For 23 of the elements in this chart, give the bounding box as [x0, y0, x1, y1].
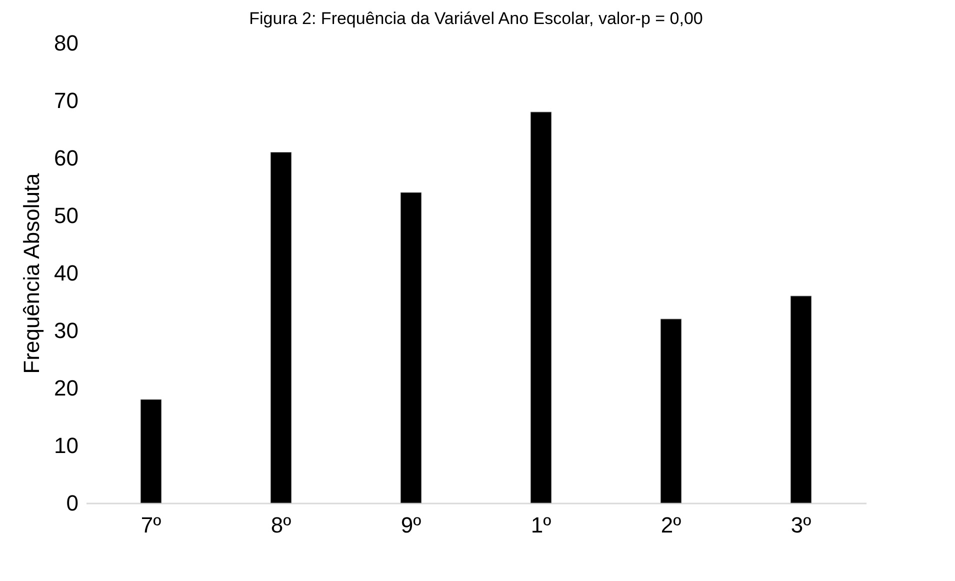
x-tick-label: 3º [790, 512, 812, 538]
bar [790, 296, 812, 504]
bar [400, 192, 422, 504]
x-tick-label: 2º [660, 512, 682, 538]
y-tick-label: 40 [54, 260, 78, 286]
y-tick-label: 0 [66, 490, 78, 516]
y-tick-label: 50 [54, 203, 78, 228]
bar [530, 112, 552, 504]
y-tick-label: 20 [54, 376, 78, 400]
bar [140, 399, 162, 504]
x-tick-label: 9º [400, 512, 422, 538]
x-tick-label: 1º [530, 512, 552, 538]
chart-title: Figura 2: Frequência da Variável Ano Escolar, valor-p = 0,00 [249, 9, 703, 28]
bar [270, 152, 292, 504]
x-tick-label: 7º [140, 512, 162, 538]
y-tick-label: 10 [54, 433, 78, 458]
bar [660, 318, 682, 504]
y-axis-title: Frequência Absoluta [19, 172, 44, 374]
y-tick-label: 30 [54, 318, 78, 343]
x-tick-label: 8º [270, 512, 292, 538]
y-tick-label: 70 [54, 88, 78, 113]
y-tick-label: 60 [54, 146, 78, 170]
y-tick-label: 80 [54, 30, 78, 56]
